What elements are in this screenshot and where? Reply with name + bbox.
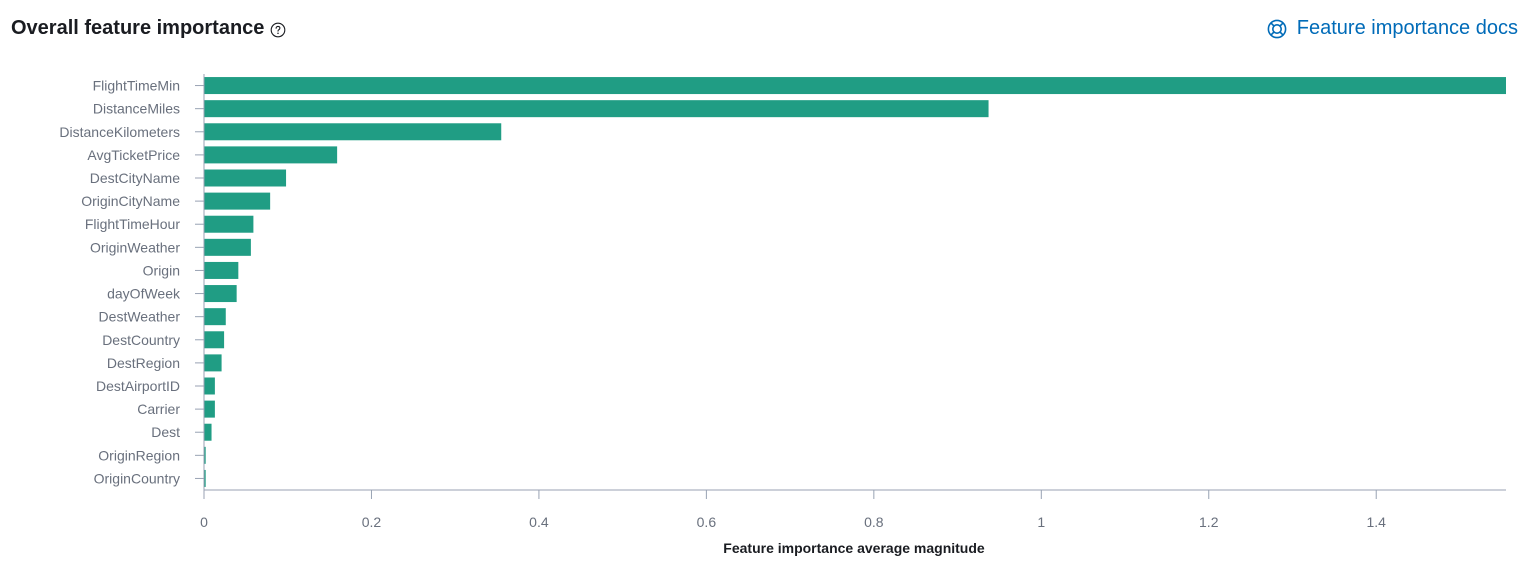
bar-AvgTicketPrice[interactable] (204, 146, 338, 164)
y-tick-label: DestRegion (107, 355, 180, 371)
y-tick-label: DestCountry (102, 332, 180, 348)
x-tick-label: 0.2 (362, 514, 382, 530)
x-tick-label: 1.2 (1199, 514, 1219, 530)
question-circle-icon[interactable] (270, 21, 286, 37)
x-tick-label: 0.6 (697, 514, 717, 530)
y-tick-label: dayOfWeek (107, 286, 181, 302)
y-tick-label: DestWeather (99, 309, 181, 325)
x-tick-label: 1.4 (1366, 514, 1386, 530)
chart-title-text: Overall feature importance (11, 17, 265, 39)
bar-DistanceKilometers[interactable] (204, 123, 502, 141)
y-axis: FlightTimeMin DistanceMiles DistanceKilome… (59, 74, 205, 490)
x-axis: 0 0.2 0.4 0.6 0.8 1 1.2 1.4 (200, 489, 1506, 530)
bar-FlightTimeMin[interactable] (204, 77, 1506, 95)
bar-group (204, 77, 1506, 487)
bar-DistanceMiles[interactable] (204, 100, 989, 118)
bar-DestRegion[interactable] (204, 354, 222, 372)
lifebuoy-icon (1267, 19, 1287, 39)
y-tick-label: DistanceKilometers (59, 124, 180, 140)
bar-Origin[interactable] (204, 261, 239, 279)
bar-OriginCityName[interactable] (204, 192, 271, 210)
bar-Carrier[interactable] (204, 400, 215, 418)
bar-OriginWeather[interactable] (204, 238, 251, 256)
y-tick-label: DestCityName (90, 170, 180, 186)
y-tick-label: DistanceMiles (93, 101, 180, 117)
bar-dayOfWeek[interactable] (204, 285, 237, 303)
bar-DestCityName[interactable] (204, 169, 287, 187)
x-tick-label: 0.8 (864, 514, 884, 530)
y-tick-label: FlightTimeMin (93, 78, 180, 94)
x-tick-label: 1 (1037, 514, 1045, 530)
y-tick-label: AvgTicketPrice (87, 147, 180, 163)
y-tick-label: OriginCityName (81, 193, 180, 209)
y-tick-label: Dest (151, 424, 180, 440)
bar-Dest[interactable] (204, 423, 212, 441)
chart-title: Overall feature importance (11, 17, 286, 40)
bar-FlightTimeHour[interactable] (204, 215, 254, 233)
chart-header: Overall feature importance Feature impor… (0, 0, 1528, 62)
bar-DestCountry[interactable] (204, 331, 225, 349)
y-tick-label: FlightTimeHour (85, 216, 181, 232)
bar-DestWeather[interactable] (204, 308, 226, 326)
y-tick-label: Origin (143, 262, 180, 278)
docs-link-label: Feature importance docs (1296, 17, 1518, 39)
y-tick-label: OriginWeather (90, 239, 180, 255)
bar-OriginCountry[interactable] (204, 469, 206, 487)
bar-OriginRegion[interactable] (204, 446, 206, 464)
feature-importance-docs-link[interactable]: Feature importance docs (1267, 17, 1518, 40)
y-tick-label: Carrier (137, 401, 180, 417)
bar-DestAirportID[interactable] (204, 377, 215, 395)
x-axis-title: Feature importance average magnitude (723, 540, 985, 556)
y-tick-label: DestAirportID (96, 378, 180, 394)
x-tick-label: 0 (200, 514, 208, 530)
y-tick-label: OriginRegion (98, 447, 180, 463)
y-tick-label: OriginCountry (94, 470, 180, 486)
x-tick-label: 0.4 (529, 514, 549, 530)
